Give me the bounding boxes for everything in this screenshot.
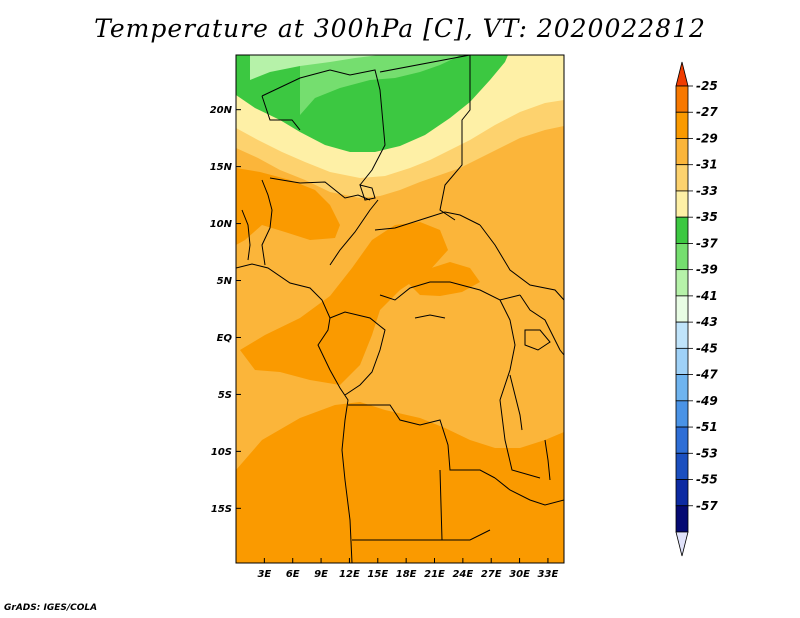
legend-swatch — [675, 479, 689, 507]
border-south-sudan — [479, 224, 564, 301]
lon-tick-label: 21E — [424, 569, 445, 580]
lake-chad — [359, 184, 376, 201]
legend-label: -39 — [696, 263, 718, 277]
contour-fill-minus-27-diagonal — [240, 222, 448, 385]
legend-label: -37 — [696, 236, 718, 250]
contour-fill-minus-27-northwest — [236, 168, 340, 245]
legend-label: -31 — [696, 158, 718, 172]
border-cameroon-car — [374, 211, 481, 231]
lon-tick-label: 3E — [257, 569, 271, 580]
lat-tick-label: 15N — [210, 162, 233, 173]
contour-fill-minus-27-lower — [236, 468, 564, 563]
legend-swatch — [675, 295, 689, 323]
border-chad-sudan — [379, 55, 471, 221]
legend-label: -51 — [696, 420, 718, 434]
contour-fill-minus-27-congo — [405, 262, 480, 296]
legend-swatch — [675, 426, 689, 454]
border-angola-zambia — [439, 469, 491, 541]
longitude-axis: 3E 6E 9E 12E 15E 18E 21E 24E 27E 30E 33E — [257, 558, 558, 580]
temperature-field — [236, 55, 564, 563]
border-ghana-togo — [241, 209, 251, 261]
legend-swatch — [675, 347, 689, 375]
legend-swatch — [675, 111, 689, 139]
legend-swatch — [675, 452, 689, 480]
legend-swatch — [675, 269, 689, 297]
lon-tick-label: 15E — [367, 569, 388, 580]
lon-tick-label: 33E — [538, 569, 559, 580]
border-car-drc — [379, 281, 521, 301]
lat-tick-label: 5N — [217, 276, 233, 287]
border-drc-angola — [348, 404, 496, 479]
grads-credit: GrADS: IGES/COLA — [4, 603, 98, 613]
legend-label: -49 — [696, 394, 718, 408]
legend-label: -35 — [696, 210, 718, 224]
lake-tanganyika — [509, 374, 523, 431]
border-mali-niger — [261, 95, 301, 131]
lon-tick-label: 30E — [509, 569, 530, 580]
legend-swatch — [675, 164, 689, 192]
legend-label: -43 — [696, 315, 718, 329]
border-gabon-congo — [329, 311, 386, 396]
lon-tick-label: 18E — [396, 569, 417, 580]
legend-label: -47 — [696, 368, 718, 382]
legend-swatch — [675, 400, 689, 428]
legend-swatch — [675, 243, 689, 271]
border-zambia-east — [494, 477, 564, 506]
lat-tick-label: 20N — [210, 105, 233, 116]
legend-label: -29 — [696, 131, 718, 145]
river-congo — [414, 314, 446, 319]
legend-swatch — [675, 374, 689, 402]
lat-tick-label: 15S — [211, 504, 232, 515]
legend-label: -27 — [696, 105, 718, 119]
legend-label: -45 — [696, 341, 718, 355]
legend-label: -55 — [696, 473, 718, 487]
latitude-axis: 20N 15N 10N 5N EQ 5S 10S 15S — [210, 105, 241, 515]
border-nigeria-north — [269, 177, 371, 201]
border-drc-east — [499, 299, 541, 479]
lon-tick-label: 6E — [286, 569, 300, 580]
lat-tick-label: EQ — [217, 333, 233, 344]
lake-malawi — [544, 439, 551, 481]
lake-victoria — [524, 329, 551, 351]
legend-swatch — [675, 321, 689, 349]
contour-fill-minus-37 — [300, 55, 460, 115]
coastline-west-africa — [236, 263, 353, 563]
legend-label: -25 — [696, 79, 718, 93]
lat-tick-label: 5S — [218, 390, 232, 401]
lon-tick-label: 24E — [452, 569, 473, 580]
plot-frame — [235, 54, 565, 564]
legend-swatch — [675, 505, 689, 533]
legend-swatch — [675, 216, 689, 244]
lon-tick-label: 12E — [339, 569, 360, 580]
contour-fill-minus-39 — [250, 55, 380, 80]
legend-swatch — [675, 138, 689, 166]
legend-swatch — [675, 85, 689, 113]
legend-swatch — [675, 190, 689, 218]
lon-tick-label: 27E — [481, 569, 502, 580]
legend-arrow-top — [675, 61, 689, 87]
map-title: Temperature at 300hPa [C], VT: 202002281… — [94, 14, 706, 43]
lon-tick-label: 9E — [314, 569, 328, 580]
legend-label: -33 — [696, 184, 718, 198]
border-uganda-kenya — [519, 294, 564, 356]
border-central-west — [261, 179, 273, 266]
lat-tick-label: 10S — [211, 447, 232, 458]
legend-arrow-bottom — [675, 531, 689, 557]
country-borders — [236, 55, 564, 563]
color-legend: -25 -27 -29 -31 -33 -35 -37 -39 -41 -43 -45 -47 -49 -… — [675, 61, 718, 557]
legend-label: -57 — [696, 499, 718, 513]
legend-label: -41 — [696, 289, 718, 303]
border-nigeria-cameroon — [329, 199, 379, 266]
border-sahara-north — [261, 69, 331, 97]
border-niger-chad — [329, 69, 386, 186]
lat-tick-label: 10N — [210, 219, 233, 230]
legend-label: -53 — [696, 446, 718, 460]
